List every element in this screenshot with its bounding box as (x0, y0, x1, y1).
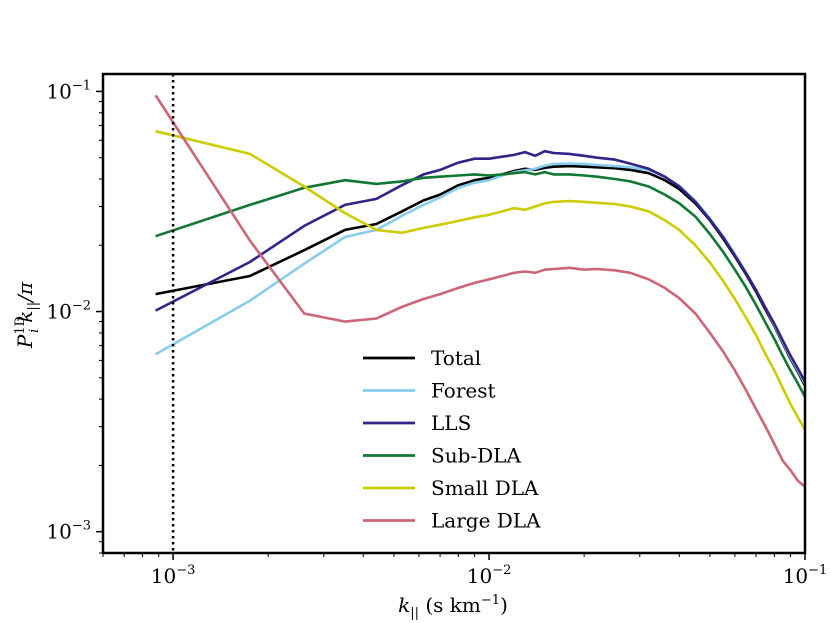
y-tick-label: 10−3 (46, 519, 91, 544)
legend-label: Large DLA (431, 509, 541, 533)
legend-label: Small DLA (431, 476, 539, 500)
x-tick-label: 10−3 (151, 563, 196, 588)
y-tick-label: 10−1 (46, 78, 91, 103)
series-line-lls (155, 149, 807, 383)
series-line-large-dla (154, 94, 806, 488)
x-axis-label: k|| (s km−1) (398, 593, 508, 621)
x-tick-label: 10−1 (783, 563, 828, 588)
legend-label: Sub-DLA (431, 444, 521, 468)
legend-label: LLS (431, 411, 471, 435)
series-line-sub-dla (155, 170, 807, 398)
series-line-small-dla (155, 129, 807, 431)
legend-label: Total (431, 346, 481, 370)
x-tick-label: 10−2 (467, 563, 512, 588)
series-layer (154, 94, 807, 488)
axis-ticks: 10−3 10−2 10−1 10−3 10−2 10−1 (46, 78, 827, 588)
legend: Total Forest LLS Sub-DLA Small DLA Large DLA (363, 346, 541, 533)
y-tick-label: 10−2 (46, 299, 91, 324)
plot-frame (101, 72, 807, 555)
y-axis-label: P1Dik||/π (13, 281, 42, 349)
legend-label: Forest (431, 379, 496, 403)
